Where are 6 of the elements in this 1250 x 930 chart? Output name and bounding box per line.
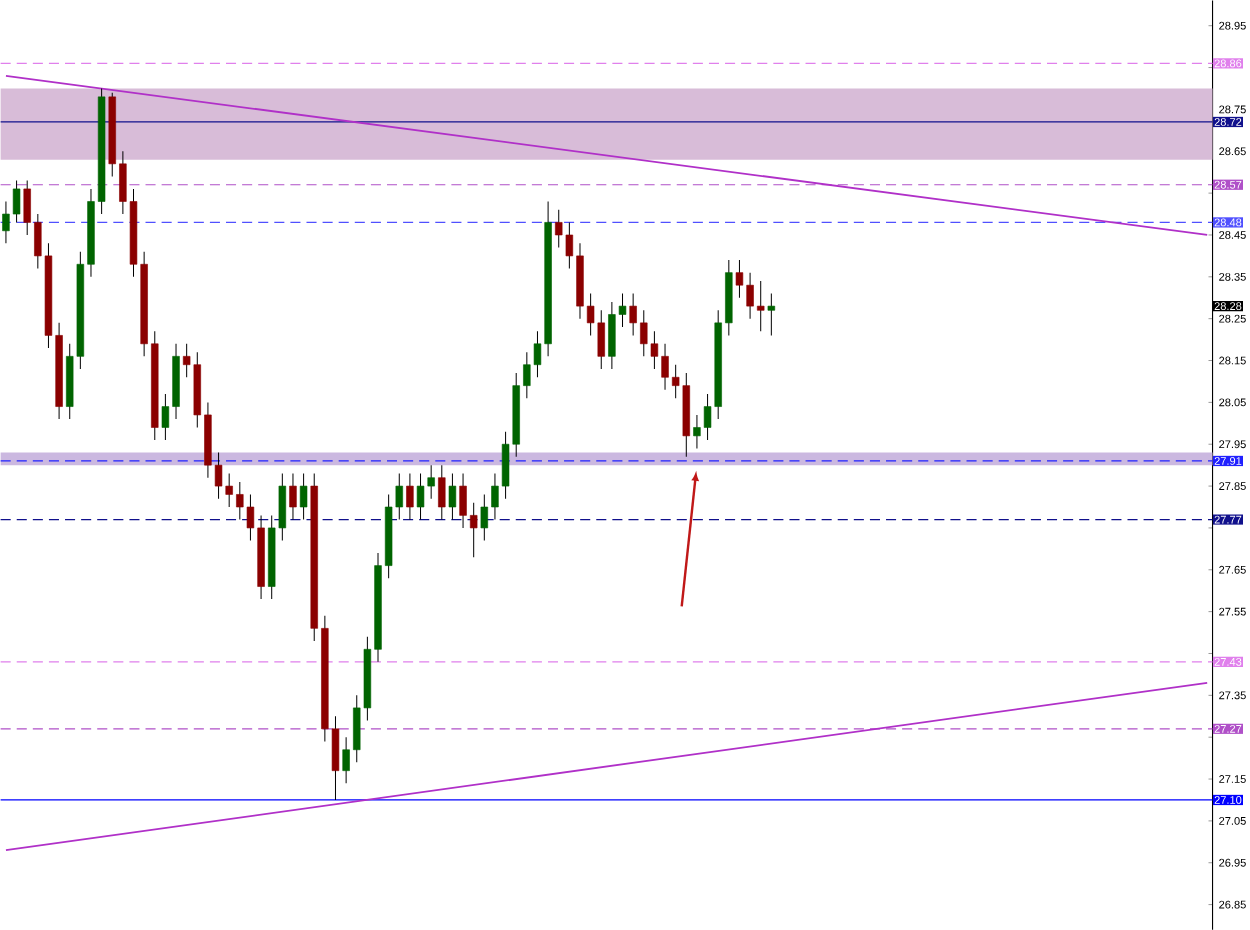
candlestick — [299, 472, 308, 520]
candlestick — [438, 464, 446, 520]
candlestick — [767, 292, 776, 336]
candlestick — [289, 472, 297, 520]
candlestick — [406, 472, 414, 520]
candlestick — [448, 472, 457, 520]
